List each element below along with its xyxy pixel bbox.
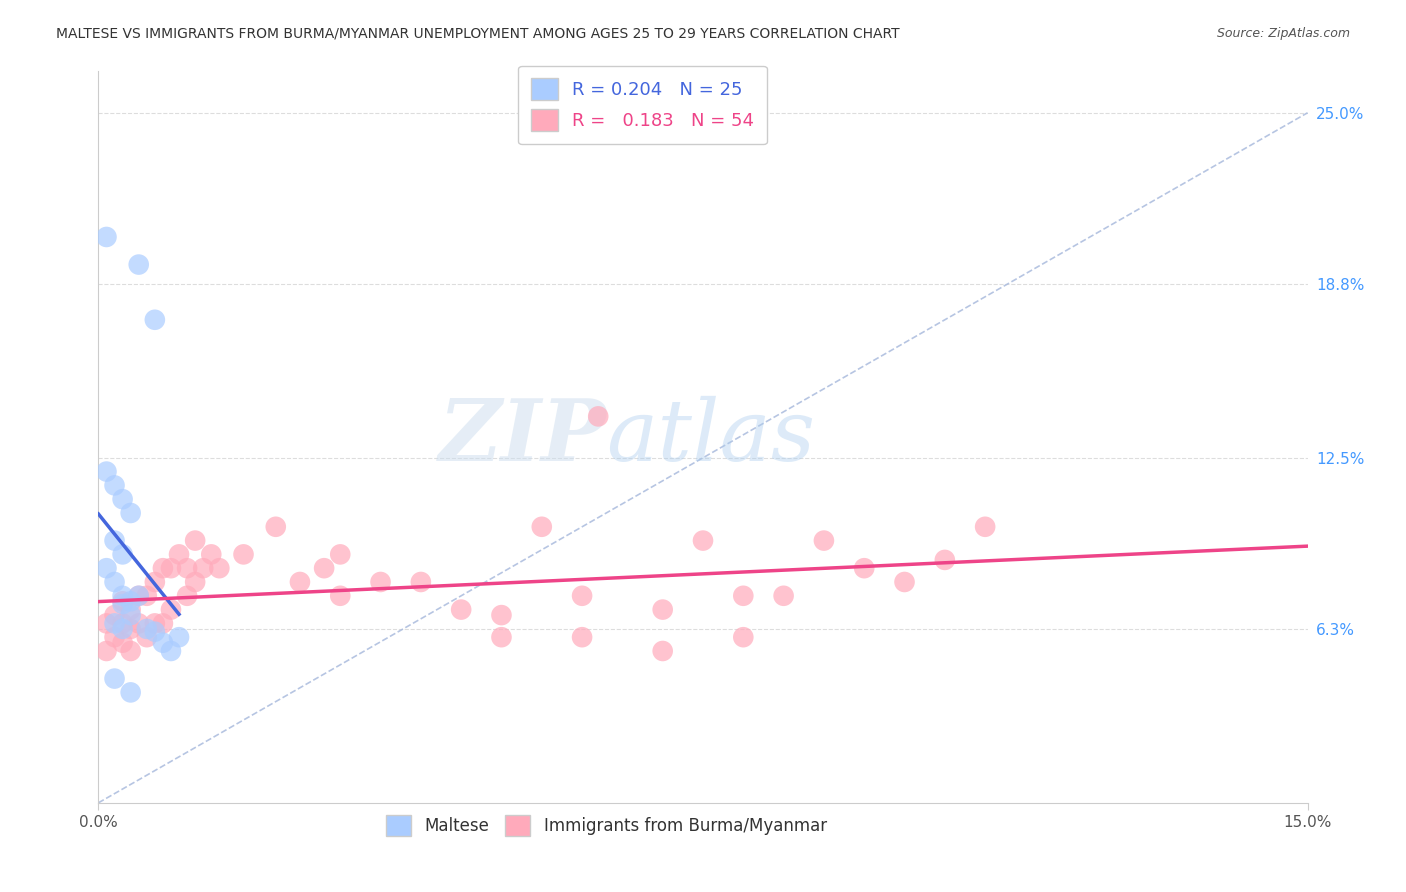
Point [111,548,134,562]
Point [167,630,190,644]
Text: Source: ZipAtlas.com: Source: ZipAtlas.com [1216,27,1350,40]
Point [120,594,142,608]
Point [111,622,134,636]
Point [96,644,118,658]
Point [651,602,673,616]
Point [152,636,174,650]
Point [103,478,125,492]
Point [571,630,593,644]
Point [193,561,215,575]
Point [813,533,835,548]
Legend: Maltese, Immigrants from Burma/Myanmar: Maltese, Immigrants from Burma/Myanmar [375,805,837,846]
Point [772,589,794,603]
Point [152,616,174,631]
Point [450,602,472,616]
Point [128,589,150,603]
Point [176,561,198,575]
Point [111,597,134,611]
Point [103,574,125,589]
Point [974,520,997,534]
Point [314,561,336,575]
Point [111,492,134,507]
Point [111,616,134,631]
Point [111,594,134,608]
Point [103,608,125,623]
Point [200,548,222,562]
Point [135,630,157,644]
Point [893,574,915,589]
Point [167,548,190,562]
Point [120,685,142,699]
Point [103,630,125,644]
Point [120,506,142,520]
Point [152,561,174,575]
Point [128,616,150,631]
Point [184,533,207,548]
Point [491,630,513,644]
Point [160,644,183,658]
Point [96,616,118,631]
Point [128,258,150,272]
Point [143,616,166,631]
Point [733,630,755,644]
Point [120,622,142,636]
Point [288,574,311,589]
Text: MALTESE VS IMMIGRANTS FROM BURMA/MYANMAR UNEMPLOYMENT AMONG AGES 25 TO 29 YEARS : MALTESE VS IMMIGRANTS FROM BURMA/MYANMAR… [56,27,900,41]
Point [143,624,166,639]
Point [160,561,183,575]
Point [111,589,134,603]
Point [160,602,183,616]
Point [491,608,513,623]
Point [329,548,352,562]
Point [571,589,593,603]
Point [409,574,432,589]
Point [651,644,673,658]
Point [143,312,166,326]
Point [120,608,142,623]
Point [103,533,125,548]
Point [692,533,714,548]
Point [184,574,207,589]
Text: ZIP: ZIP [439,395,606,479]
Point [232,548,254,562]
Point [103,616,125,631]
Point [135,622,157,636]
Text: atlas: atlas [606,396,815,478]
Point [135,589,157,603]
Point [370,574,392,589]
Point [103,672,125,686]
Point [264,520,287,534]
Point [530,520,553,534]
Point [934,553,956,567]
Point [128,589,150,603]
Point [120,602,142,616]
Point [120,644,142,658]
Point [96,561,118,575]
Point [96,230,118,244]
Point [853,561,876,575]
Point [96,465,118,479]
Point [208,561,231,575]
Point [329,589,352,603]
Point [176,589,198,603]
Point [111,636,134,650]
Point [586,409,609,424]
Point [733,589,755,603]
Point [143,574,166,589]
